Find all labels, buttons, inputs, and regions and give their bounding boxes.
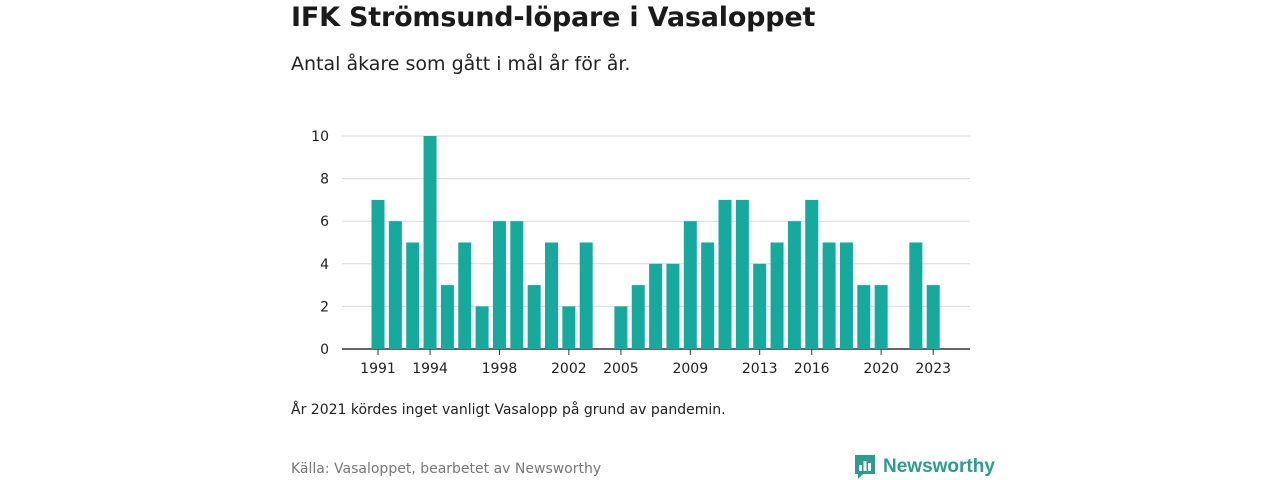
- bar-2022: [909, 242, 923, 349]
- bar-1998: [492, 221, 506, 349]
- x-tick-label: 2005: [603, 361, 639, 377]
- bar-2019: [857, 285, 871, 349]
- bar-1999: [510, 221, 524, 349]
- bar-1995: [440, 285, 454, 349]
- bar-2015: [787, 221, 801, 349]
- bar-2014: [770, 242, 784, 349]
- x-tick-label: 2013: [742, 361, 778, 377]
- x-tick-label: 1998: [482, 361, 518, 377]
- bar-2023: [926, 285, 940, 349]
- y-tick-label: 8: [320, 172, 329, 188]
- bar-1992: [388, 221, 402, 349]
- bar-2002: [562, 306, 576, 349]
- x-tick-label: 2023: [915, 361, 951, 377]
- bar-1993: [406, 242, 420, 349]
- bar-1994: [423, 136, 437, 349]
- bar-chart: 0 2 4 6 8 10 1991 1994 1998 2002 2005 2009 2013 2016…: [311, 129, 970, 377]
- x-tick-label: 1991: [360, 361, 396, 377]
- bar-1997: [475, 306, 489, 349]
- bar-2011: [718, 199, 732, 349]
- bar-2008: [666, 263, 680, 349]
- brand-logo[interactable]: Newsworthy: [853, 454, 995, 480]
- bar-2007: [649, 263, 663, 349]
- bar-2009: [683, 221, 697, 349]
- bars: [371, 136, 940, 349]
- x-tick-label: 2016: [794, 361, 830, 377]
- bar-2012: [735, 199, 749, 349]
- bar-2016: [805, 199, 819, 349]
- chart-title: IFK Strömsund-löpare i Vasaloppet: [291, 2, 816, 33]
- chart-subtitle: Antal åkare som gått i mål år för år.: [291, 53, 631, 75]
- bar-2005: [614, 306, 628, 349]
- bar-1991: [371, 199, 385, 349]
- brand-name: Newsworthy: [883, 456, 995, 477]
- source-text: Källa: Vasaloppet, bearbetet av Newswort…: [291, 461, 602, 477]
- y-tick-label: 6: [320, 214, 329, 230]
- bar-2000: [527, 285, 541, 349]
- bar-2006: [631, 285, 645, 349]
- y-tick-label: 10: [311, 129, 329, 145]
- bar-2003: [579, 242, 593, 349]
- x-tick-label: 1994: [412, 361, 448, 377]
- x-tick-label: 2009: [672, 361, 708, 377]
- x-tick-label: 2002: [551, 361, 587, 377]
- bar-2001: [545, 242, 558, 349]
- bar-1996: [458, 242, 472, 349]
- chart-note: År 2021 kördes inget vanligt Vasalopp på…: [291, 402, 726, 418]
- y-axis-ticks: 0 2 4 6 8 10: [311, 129, 329, 358]
- y-tick-label: 0: [320, 342, 329, 358]
- bar-2018: [839, 242, 853, 349]
- newsworthy-logo-icon: [855, 455, 875, 479]
- y-tick-label: 4: [320, 257, 329, 273]
- y-tick-label: 2: [320, 299, 329, 315]
- bar-2010: [701, 242, 715, 349]
- x-tick-label: 2020: [863, 361, 899, 377]
- bar-2013: [753, 263, 767, 349]
- x-axis-ticks: 1991 1994 1998 2002 2005 2009 2013 2016 2020 2023: [360, 349, 951, 377]
- bar-2017: [822, 242, 836, 349]
- bar-2020: [874, 285, 888, 349]
